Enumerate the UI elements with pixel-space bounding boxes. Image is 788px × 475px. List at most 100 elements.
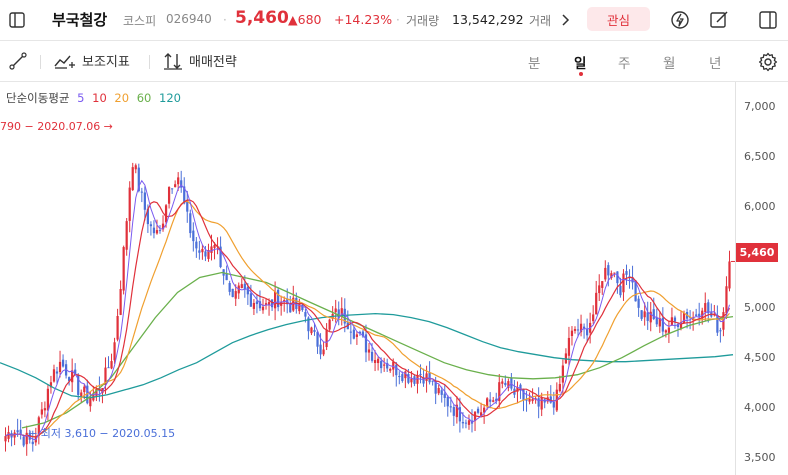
candle-body: [158, 230, 162, 232]
candle-body: [137, 167, 140, 192]
candle-body: [289, 303, 292, 313]
candle-body: [573, 329, 577, 331]
candle-body: [177, 177, 180, 185]
draw-line-icon[interactable]: [6, 50, 30, 72]
candle-body: [504, 382, 507, 386]
candle-body: [240, 284, 243, 289]
candle-body: [46, 388, 50, 411]
candle-body: [489, 399, 492, 402]
candle-body: [231, 288, 234, 298]
strategy-button[interactable]: 매매전략: [163, 51, 237, 70]
y-tick-label: 5,000: [744, 300, 776, 314]
y-tick-label: 7,000: [744, 100, 776, 114]
candle-body: [113, 342, 116, 361]
candle-body: [89, 397, 92, 407]
candle-body: [207, 249, 210, 259]
candle-body: [319, 344, 322, 355]
volume-value: 13,542,292: [452, 12, 524, 27]
y-axis-line: [735, 82, 736, 475]
candle-body: [404, 371, 407, 379]
candle-body: [322, 349, 325, 355]
current-price: 5,460: [235, 8, 289, 28]
candle-body: [104, 367, 107, 386]
watch-button[interactable]: 관심: [587, 7, 650, 31]
candle-body: [219, 246, 222, 268]
settings-icon[interactable]: [756, 50, 780, 74]
separator-dot: ·: [396, 13, 400, 27]
candle-body: [549, 396, 552, 403]
candle-body: [307, 317, 310, 332]
candle-body: [74, 369, 77, 375]
candle-body: [592, 314, 595, 322]
candle-body: [416, 375, 419, 384]
ma10-line: [5, 199, 731, 438]
period-day[interactable]: 일: [574, 56, 587, 72]
chevron-right-icon[interactable]: [555, 9, 575, 31]
candle-body: [161, 223, 165, 230]
candle-body: [246, 286, 249, 295]
candle-body: [395, 364, 398, 376]
candle-body: [695, 314, 698, 316]
candle-body: [443, 393, 446, 398]
candle-body: [516, 387, 519, 392]
candle-body: [704, 303, 707, 313]
candle-body: [270, 299, 274, 308]
candle-body: [661, 317, 664, 332]
volume-label-truncated: 거래: [529, 14, 552, 28]
candle-body: [576, 329, 580, 331]
candle-body: [292, 297, 295, 311]
candle-body: [570, 330, 574, 337]
indicator-label: 보조지표: [82, 55, 130, 70]
candle-body: [434, 380, 437, 394]
candle-body: [567, 337, 571, 356]
candle-body: [425, 373, 428, 381]
candle-body: [640, 310, 643, 319]
candle-body: [667, 327, 671, 334]
candle-body: [249, 293, 252, 307]
stock-code: 026940: [166, 12, 212, 26]
candle-body: [452, 407, 455, 416]
candle-body: [186, 200, 189, 212]
period-minute[interactable]: 분: [528, 56, 541, 72]
y-tick-label: 3,500: [744, 450, 776, 464]
ma20-label: 20: [114, 91, 130, 105]
candle-body: [522, 389, 525, 401]
candle-body: [80, 392, 83, 397]
candle-body: [373, 360, 377, 363]
price-chart[interactable]: [0, 82, 788, 475]
strategy-icon: [164, 52, 182, 70]
ma120-line: [0, 312, 734, 399]
candle-body: [483, 407, 486, 413]
price-change-pct: +14.23%: [334, 12, 393, 27]
candle-body: [613, 272, 616, 274]
market-label: 코스피: [123, 14, 157, 28]
candle-body: [155, 230, 159, 234]
candle-body: [171, 188, 174, 190]
period-week[interactable]: 주: [618, 56, 631, 72]
period-month[interactable]: 월: [663, 56, 676, 72]
candle-body: [449, 406, 452, 408]
lightning-icon[interactable]: [668, 8, 692, 32]
candle-body: [349, 331, 352, 333]
ma20-line: [5, 200, 730, 438]
sidebar-toggle-icon[interactable]: [6, 9, 28, 31]
candle-body: [646, 312, 649, 321]
candle-body: [25, 432, 28, 445]
candle-body: [725, 286, 728, 313]
candle-body: [383, 364, 386, 366]
header-divider: [0, 40, 788, 41]
ma60-line: [21, 271, 734, 429]
edit-icon[interactable]: [707, 8, 731, 32]
candle-body: [519, 384, 522, 391]
candle-body: [370, 351, 374, 361]
candle-body: [37, 417, 40, 436]
candle-body: [273, 291, 277, 309]
period-year[interactable]: 년: [709, 56, 722, 72]
candle-body: [95, 389, 98, 396]
indicator-button[interactable]: 보조지표: [54, 51, 130, 70]
candle-body: [234, 291, 237, 299]
panel-icon[interactable]: [756, 8, 780, 32]
y-tick-label: 6,500: [744, 150, 776, 164]
candle-body: [595, 292, 598, 315]
candle-body: [22, 437, 25, 446]
